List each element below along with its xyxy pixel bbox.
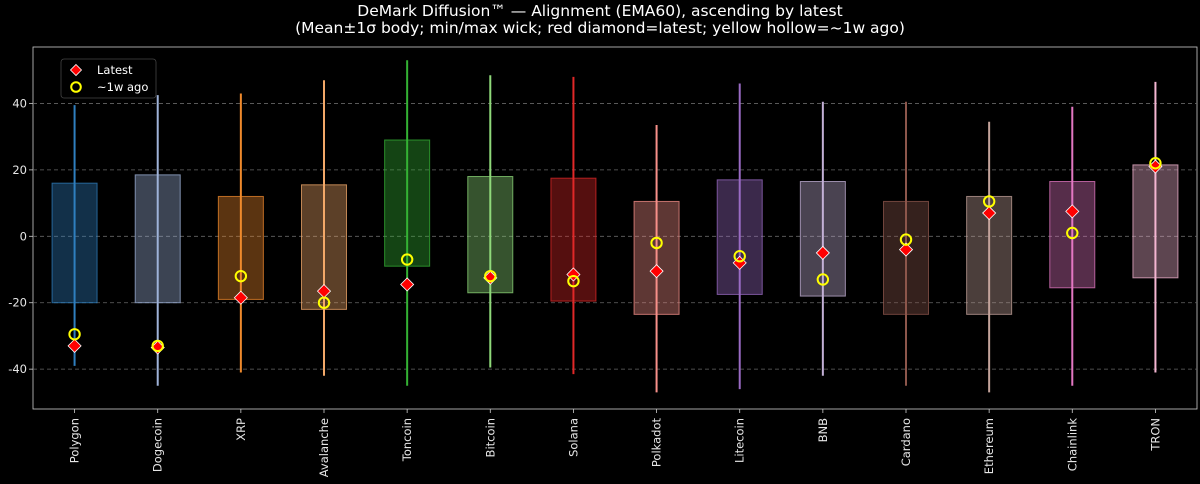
week-ago-marker <box>484 269 497 283</box>
x-tick-label: Chainlink <box>1065 418 1079 472</box>
plot-frame <box>32 46 1198 410</box>
y-tick-label: -40 <box>8 362 27 376</box>
y-tick-label: 20 <box>12 163 27 177</box>
series-polkadot: Polkadot <box>633 125 680 468</box>
week-ago-marker <box>816 273 830 286</box>
x-tick-label: Ethereum <box>982 418 996 474</box>
series-polygon: Polygon <box>51 105 98 463</box>
series-solana: Solana <box>550 76 597 457</box>
y-tick-label: 40 <box>12 96 27 110</box>
week-ago-marker <box>982 195 996 208</box>
legend-latest-label: Latest <box>97 63 133 77</box>
chart-subtitle: (Mean±1σ body; min/max wick; red diamond… <box>295 19 905 37</box>
latest-marker <box>815 245 830 260</box>
plot-area: -40 -20 0 20 40 Polygon Dogecoin XRP Avalanche To… <box>8 46 1198 477</box>
chart-title: DeMark Diffusion™ — Alignment (EMA60), a… <box>357 2 842 20</box>
x-tick-label: Bitcoin <box>483 418 497 457</box>
latest-marker <box>400 277 415 292</box>
week-ago-marker <box>899 233 913 246</box>
series-ethereum: Ethereum <box>966 121 1013 474</box>
x-tick-label: Litecoin <box>733 418 747 463</box>
series-chainlink: Chainlink <box>1049 106 1096 472</box>
series-toncoin: Toncoin <box>384 60 431 462</box>
legend: Latest ~1w ago <box>60 58 157 99</box>
legend-latest-icon <box>69 63 83 77</box>
legend-week-ago-icon <box>70 81 82 93</box>
x-tick-label: Solana <box>566 418 580 457</box>
x-tick-label: Cardano <box>899 418 913 466</box>
week-ago-marker <box>317 296 331 309</box>
series-bitcoin: Bitcoin <box>467 75 514 457</box>
series-litecoin: Litecoin <box>716 83 763 463</box>
series-dogecoin: Dogecoin <box>134 95 181 472</box>
week-ago-marker <box>1066 226 1079 240</box>
week-ago-marker <box>151 339 164 353</box>
x-tick-label: TRON <box>1148 418 1162 452</box>
x-tick-label: Avalanche <box>317 418 331 477</box>
x-tick-label: BNB <box>816 418 830 442</box>
series-avalanche: Avalanche <box>301 80 347 477</box>
week-ago-marker <box>68 328 81 341</box>
latest-marker <box>898 242 914 257</box>
week-ago-marker <box>650 236 663 250</box>
week-ago-marker <box>733 250 746 263</box>
series-tron: TRON <box>1132 81 1179 452</box>
week-ago-marker <box>234 269 248 283</box>
latest-marker <box>649 264 664 279</box>
y-tick-label: 0 <box>20 229 27 243</box>
week-ago-marker <box>400 253 414 266</box>
series-bnb: BNB <box>799 101 846 442</box>
x-tick-label: Toncoin <box>400 418 414 462</box>
series-xrp: XRP <box>217 93 264 441</box>
x-tick-label: XRP <box>234 418 248 441</box>
week-ago-marker <box>567 274 580 288</box>
latest-marker <box>1065 204 1080 219</box>
latest-marker <box>982 205 997 221</box>
x-tick-label: Polkadot <box>650 418 664 468</box>
y-tick-label: -20 <box>8 296 27 310</box>
legend-week-ago-label: ~1w ago <box>97 80 148 94</box>
latest-marker <box>233 290 248 305</box>
x-tick-label: Polygon <box>68 418 82 463</box>
week-ago-marker <box>1149 157 1162 170</box>
legend-box <box>60 58 157 99</box>
x-tick-label: Dogecoin <box>151 418 165 472</box>
latest-marker <box>67 338 82 353</box>
series-cardano: Cardano <box>883 101 929 466</box>
